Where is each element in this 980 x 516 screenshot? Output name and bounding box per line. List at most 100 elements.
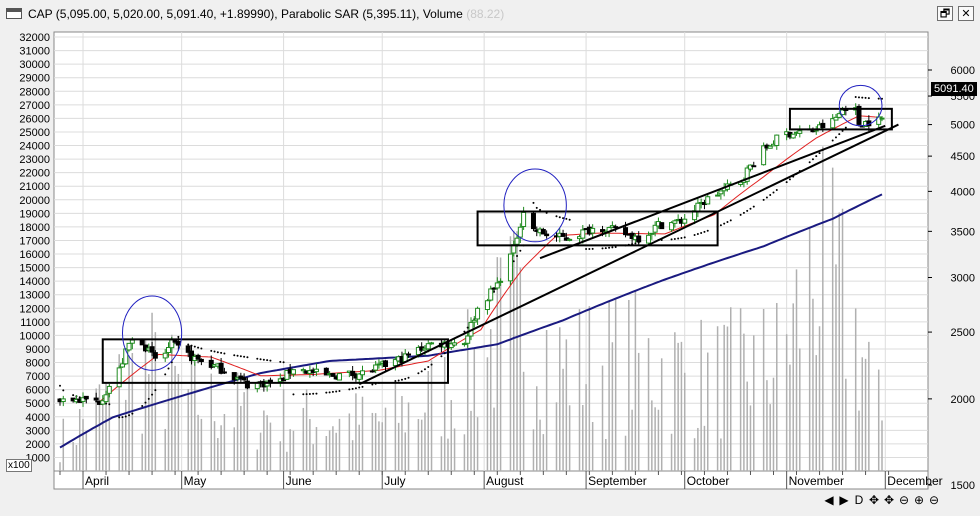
chart-nav-button[interactable]: ⊖ [898, 493, 910, 507]
sar-dot [141, 405, 144, 408]
sar-dot [677, 237, 680, 240]
sar-dot [861, 96, 864, 99]
sar-dot [719, 224, 722, 227]
sar-dot [279, 360, 282, 363]
candle-body [751, 165, 757, 168]
candle-body [231, 372, 237, 381]
chart-frame: 32000 31000 30000 29000 28000 27000 26000 25000… [0, 28, 980, 516]
left-axis-tick-label: 26000 [19, 113, 50, 125]
candle-body [774, 134, 780, 147]
sar-dot [854, 95, 857, 98]
candle-body [659, 222, 665, 230]
candle-body [761, 145, 767, 166]
sar-dot [838, 133, 841, 136]
chart-nav-button[interactable]: ⊕ [913, 493, 925, 507]
sar-dot [305, 393, 308, 396]
candle-body [208, 359, 214, 368]
sar-dot [693, 233, 696, 236]
left-axis-tick-label: 21000 [19, 181, 50, 193]
sar-dot [164, 373, 167, 376]
sar-dot [124, 415, 127, 418]
sar-dot [118, 416, 121, 419]
candle-body [856, 105, 862, 125]
sar-dot [765, 196, 768, 199]
candle-body [484, 300, 490, 311]
sar-dot [259, 358, 262, 361]
right-axis-tick-label: 5000 [951, 120, 975, 132]
sar-dot [815, 155, 818, 158]
sar-dot [262, 358, 265, 361]
left-axis-tick-label: 20000 [19, 195, 50, 207]
candle-body [544, 233, 550, 237]
x-axis-month-label: August [486, 474, 524, 488]
sar-dot [335, 390, 338, 393]
sar-dot [818, 152, 821, 155]
sar-dot [354, 387, 357, 390]
sar-dot [266, 359, 269, 362]
candle-body [238, 375, 244, 379]
left-axis-tick-label: 13000 [19, 290, 50, 302]
sar-dot [723, 222, 726, 225]
candle-body [119, 363, 125, 368]
left-axis-tick-label: 32000 [19, 32, 50, 44]
chart-nav-button[interactable]: ▶ [839, 493, 849, 507]
candle-body [376, 363, 382, 366]
left-axis-tick-label: 7000 [26, 371, 50, 383]
candle-body [244, 380, 250, 389]
sar-dot [634, 242, 637, 245]
candle-body [93, 397, 99, 401]
left-axis-tick-label: 9000 [26, 344, 50, 356]
candle-body [452, 342, 458, 346]
candle-body [669, 222, 675, 231]
left-axis-tick-label: 11000 [20, 317, 50, 329]
left-axis-tick-label: 19000 [19, 208, 50, 220]
candle-body [705, 196, 711, 205]
sar-dot [463, 330, 466, 333]
sar-dot [555, 215, 558, 218]
sar-dot [233, 354, 236, 357]
candle-body [106, 385, 112, 394]
chart-nav-button[interactable]: ✥ [883, 493, 895, 507]
sar-dot [427, 366, 430, 369]
sar-dot [742, 211, 745, 214]
left-axis-tick-label: 17000 [19, 235, 50, 247]
sar-dot [519, 249, 522, 252]
trendline [539, 124, 886, 260]
sar-dot [608, 246, 611, 249]
candle-body [300, 369, 306, 372]
candle-body [284, 369, 290, 380]
sar-dot [703, 230, 706, 233]
chart-nav-button[interactable]: ◀ [824, 493, 834, 507]
candle-body [359, 370, 365, 376]
restore-window-button[interactable]: 🗗 [937, 6, 953, 21]
sar-dot [325, 391, 328, 394]
sar-dot [673, 237, 676, 240]
sar-dot [680, 236, 683, 239]
sar-dot [700, 232, 703, 235]
sar-dot [752, 205, 755, 208]
chart-nav-button[interactable]: D [854, 493, 864, 507]
consolidation-box [788, 107, 893, 131]
sar-dot [351, 387, 354, 390]
sar-dot [512, 260, 515, 263]
chart-nav-button[interactable]: ✥ [868, 493, 880, 507]
close-window-button[interactable]: ✕ [958, 6, 974, 21]
candle-body [126, 342, 132, 351]
right-axis-tick-label: 2500 [951, 327, 975, 339]
chart-title: CAP (5,095.00, 5,020.00, 5,091.40, +1.89… [28, 7, 504, 21]
sar-dot [338, 390, 341, 393]
left-axis-tick-label: 14000 [19, 276, 50, 288]
sar-dot [729, 219, 732, 222]
candle-body [152, 352, 158, 359]
candle-body [383, 360, 389, 368]
sar-dot [417, 372, 420, 375]
candle-body [491, 287, 497, 290]
chart-navigation-bar: ◀ ▶ D ✥ ✥ ⊖ ⊕ ⊖ [822, 493, 980, 513]
chart-nav-button[interactable]: ⊖ [928, 493, 940, 507]
sar-dot [312, 392, 315, 395]
sar-dot [808, 161, 811, 164]
candle-body [830, 118, 836, 129]
volume-series [59, 146, 883, 471]
candle-body [221, 371, 227, 374]
